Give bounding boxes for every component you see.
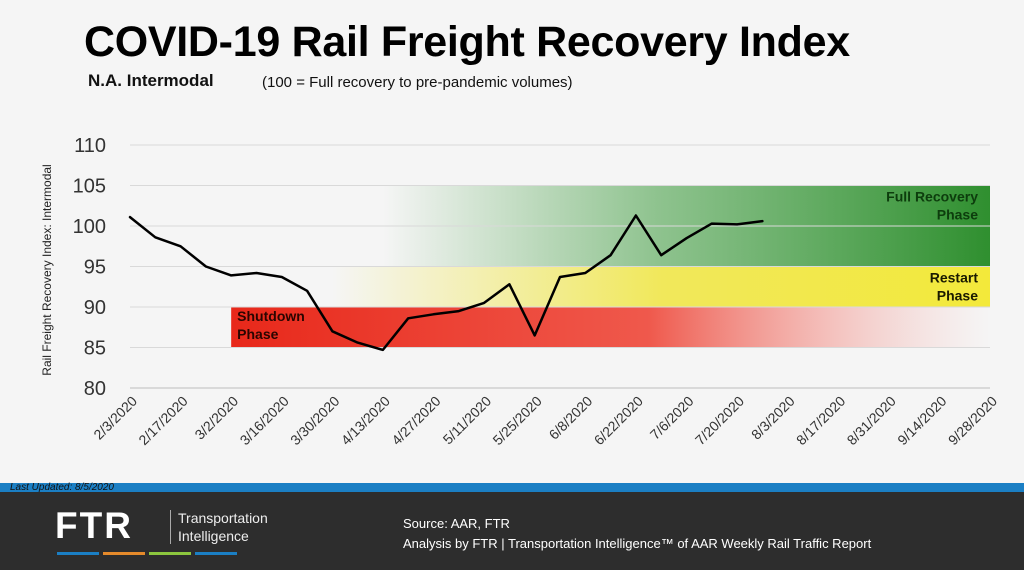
logo-underline-segment [57,552,99,555]
x-tick-label: 4/13/2020 [338,393,394,449]
logo-underline-segment [103,552,145,555]
x-tick-label: 2/3/2020 [90,393,140,443]
shutdown-phase-band [231,307,991,348]
y-tick-label: 110 [74,135,106,157]
ftr-tagline: Transportation Intelligence [178,509,268,545]
x-tick-label: 7/20/2020 [692,393,748,449]
recovery-index-chart: Full Recovery Phase Restart Phase Shutdown Ph… [40,135,1001,449]
ftr-tagline-line2: Intelligence [178,528,249,544]
chart-title: COVID-19 Rail Freight Recovery Index [84,18,850,66]
x-tick-label: 5/11/2020 [440,393,495,448]
y-tick-label: 80 [84,378,106,400]
full-recovery-phase-label-line2: Phase [937,207,978,223]
restart-phase-band [332,266,991,307]
logo-underline-segment [149,552,191,555]
x-tick-label: 3/30/2020 [287,393,343,449]
x-tick-label: 3/16/2020 [237,393,293,449]
x-tick-label: 5/25/2020 [489,393,545,449]
x-tick-label: 9/28/2020 [945,393,1001,449]
x-tick-label: 8/17/2020 [793,393,849,449]
chart-subnote: (100 = Full recovery to pre-pandemic vol… [262,74,573,91]
x-tick-label: 6/22/2020 [591,393,647,449]
shutdown-phase-label-line2: Phase [237,326,278,342]
y-tick-label: 85 [84,338,106,360]
chart-subtitle: N.A. Intermodal [88,71,214,90]
x-tick-label: 4/27/2020 [388,393,444,449]
y-axis-label: Rail Freight Recovery Index: Intermodal [40,164,54,375]
restart-phase-label-line1: Restart [930,270,979,286]
x-tick-label: 9/14/2020 [894,393,950,449]
y-tick-label: 105 [73,176,106,198]
y-tick-label: 95 [84,257,106,279]
x-tick-label: 7/6/2020 [647,393,697,443]
source-note: Source: AAR, FTR Analysis by FTR | Trans… [403,514,871,554]
x-tick-label: 8/3/2020 [748,393,798,443]
ftr-logo: FTR [55,505,133,546]
ftr-tagline-line1: Transportation [178,510,268,526]
y-tick-label: 100 [73,216,106,238]
logo-underline-segment [195,552,237,555]
x-tick-label: 6/8/2020 [546,393,596,443]
last-updated: Last Updated: 8/5/2020 [10,482,114,493]
analysis-line: Analysis by FTR | Transportation Intelli… [403,536,872,551]
index-series-line [128,214,764,352]
y-tick-label: 90 [84,297,106,319]
logo-divider [170,510,171,544]
source-line: Source: AAR, FTR [403,516,510,531]
x-tick-label: 2/17/2020 [135,393,191,449]
x-tick-label: 8/31/2020 [844,393,900,449]
restart-phase-label-line2: Phase [937,288,978,304]
x-tick-label: 3/2/2020 [191,393,241,443]
full-recovery-phase-label-line1: Full Recovery [886,189,978,205]
shutdown-phase-label-line1: Shutdown [237,308,305,324]
footer-stripe [0,483,1024,492]
